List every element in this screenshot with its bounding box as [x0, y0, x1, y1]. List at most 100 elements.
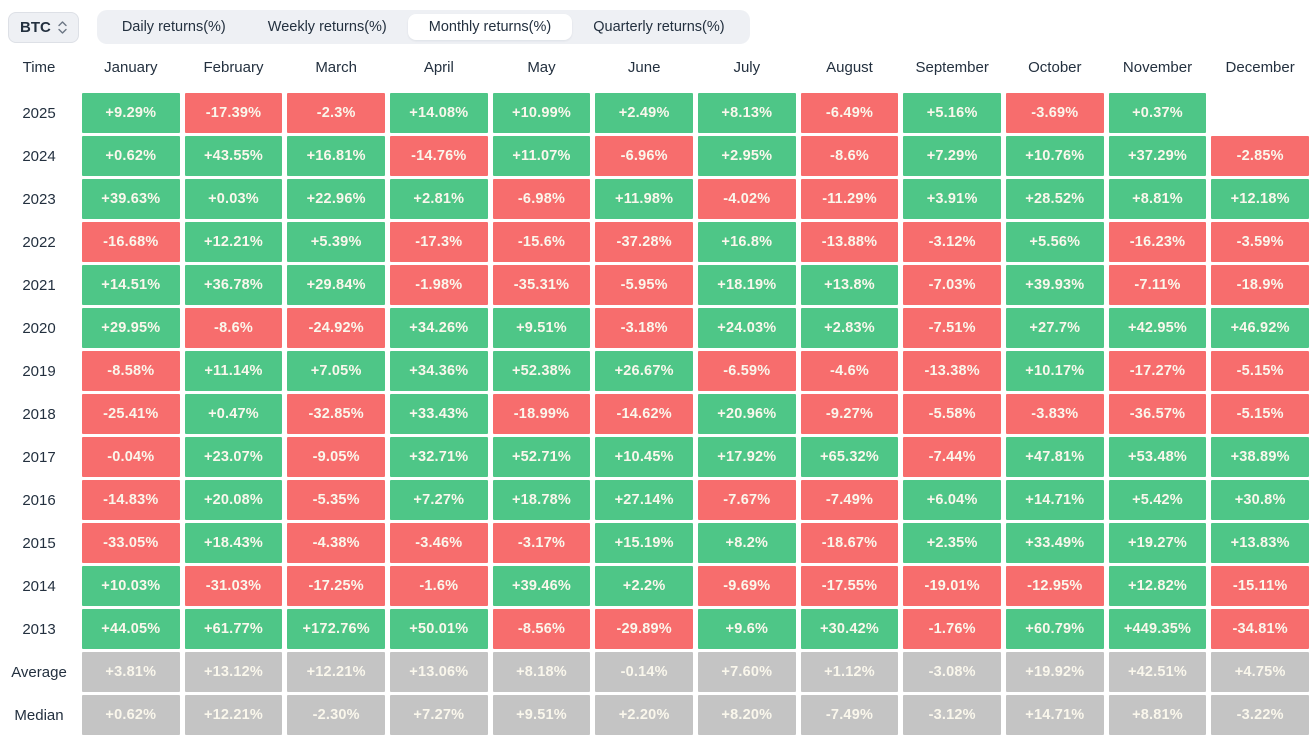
return-cell: -24.92% — [287, 308, 385, 348]
return-cell: -9.27% — [800, 394, 899, 434]
tab-quarterly-returns[interactable]: Quarterly returns(%) — [593, 18, 725, 35]
return-cell: -34.81% — [1211, 609, 1309, 649]
return-cell: -31.03% — [184, 566, 283, 606]
returns-grid: Time January February March April May June July… — [1, 50, 1309, 735]
return-cell: +2.2% — [595, 566, 693, 606]
return-cell: -8.56% — [492, 609, 591, 649]
return-cell: -11.29% — [800, 179, 899, 219]
return-cell: -15.11% — [1211, 566, 1309, 606]
return-cell: +34.36% — [389, 351, 488, 391]
return-cell: -19.01% — [903, 566, 1001, 606]
return-cell: +15.19% — [595, 523, 693, 563]
return-cell: +29.95% — [82, 308, 180, 348]
return-cell: +14.71% — [1005, 480, 1104, 520]
return-cell: +12.21% — [184, 695, 283, 735]
return-cell: -6.59% — [697, 351, 796, 391]
return-cell: -17.3% — [389, 222, 488, 262]
return-cell: +10.76% — [1005, 136, 1104, 176]
return-cell: -2.3% — [287, 93, 385, 133]
column-header-january: January — [104, 58, 158, 76]
return-cell: -5.15% — [1211, 394, 1309, 434]
column-header-july: July — [733, 58, 761, 76]
return-cell: -5.58% — [903, 394, 1001, 434]
tab-weekly-returns[interactable]: Weekly returns(%) — [267, 18, 387, 35]
return-cell: +7.27% — [389, 480, 488, 520]
return-cell: +8.13% — [697, 93, 796, 133]
return-cell: +20.96% — [697, 394, 796, 434]
tab-daily-returns[interactable]: Daily returns(%) — [121, 18, 226, 35]
return-cell: +39.46% — [492, 566, 591, 606]
return-cell: -9.05% — [287, 437, 385, 477]
return-cell: +19.92% — [1005, 652, 1104, 692]
return-cell: +30.42% — [800, 609, 899, 649]
row-label-median: Median — [14, 706, 64, 724]
return-cell: +39.63% — [82, 179, 180, 219]
return-cell: -5.95% — [595, 265, 693, 305]
return-cell: +18.19% — [697, 265, 796, 305]
symbol-selector-label: BTC — [20, 18, 51, 36]
return-cell: +8.81% — [1108, 179, 1207, 219]
return-cell: +42.95% — [1108, 308, 1207, 348]
return-cell: +24.03% — [697, 308, 796, 348]
return-cell: +14.51% — [82, 265, 180, 305]
return-cell: +34.26% — [389, 308, 488, 348]
return-cell: -4.6% — [800, 351, 899, 391]
return-cell: +0.47% — [184, 394, 283, 434]
return-cell: +8.2% — [697, 523, 796, 563]
return-cell: -7.67% — [697, 480, 796, 520]
row-label-2013: 2013 — [22, 620, 56, 638]
return-cell: +26.67% — [595, 351, 693, 391]
return-cell: -3.12% — [903, 222, 1001, 262]
return-cell: +27.7% — [1005, 308, 1104, 348]
return-cell: +12.21% — [184, 222, 283, 262]
return-cell: +11.14% — [184, 351, 283, 391]
row-label-2025: 2025 — [22, 104, 56, 122]
return-cell: +7.29% — [903, 136, 1001, 176]
return-cell: -7.11% — [1108, 265, 1207, 305]
return-cell: -8.6% — [184, 308, 283, 348]
return-cell: +33.43% — [389, 394, 488, 434]
return-cell: -15.6% — [492, 222, 591, 262]
return-cell: +42.51% — [1108, 652, 1207, 692]
return-cell: +65.32% — [800, 437, 899, 477]
return-cell: -4.38% — [287, 523, 385, 563]
return-cell: +0.03% — [184, 179, 283, 219]
return-cell: +23.07% — [184, 437, 283, 477]
return-cell: +44.05% — [82, 609, 180, 649]
return-cell: -3.08% — [903, 652, 1001, 692]
return-cell: +7.05% — [287, 351, 385, 391]
return-cell: -16.23% — [1108, 222, 1207, 262]
return-cell: +0.37% — [1108, 93, 1207, 133]
return-cell: -3.22% — [1211, 695, 1309, 735]
return-cell: -3.59% — [1211, 222, 1309, 262]
tab-monthly-returns[interactable]: Monthly returns(%) — [407, 13, 573, 41]
return-cell: -33.05% — [82, 523, 180, 563]
return-cell: -17.25% — [287, 566, 385, 606]
return-cell: -3.17% — [492, 523, 591, 563]
return-cell: +46.92% — [1211, 308, 1309, 348]
return-cell: +5.56% — [1005, 222, 1104, 262]
return-cell: -18.67% — [800, 523, 899, 563]
return-cell: +2.95% — [697, 136, 796, 176]
return-cell: +2.83% — [800, 308, 899, 348]
return-cell: +12.82% — [1108, 566, 1207, 606]
return-cell: +2.20% — [595, 695, 693, 735]
return-cell: -0.14% — [595, 652, 693, 692]
column-header-november: November — [1122, 58, 1193, 76]
return-cell: +13.06% — [389, 652, 488, 692]
return-cell: +5.39% — [287, 222, 385, 262]
return-cell: +30.8% — [1211, 480, 1309, 520]
return-cell: +7.27% — [389, 695, 488, 735]
row-label-2015: 2015 — [22, 534, 56, 552]
return-cell: -13.88% — [800, 222, 899, 262]
return-cell: +3.91% — [903, 179, 1001, 219]
return-cell: -2.85% — [1211, 136, 1309, 176]
return-cell: +5.42% — [1108, 480, 1207, 520]
return-cell: +18.43% — [184, 523, 283, 563]
row-label-2016: 2016 — [22, 491, 56, 509]
return-cell: -17.39% — [184, 93, 283, 133]
updown-chevron-icon — [58, 20, 67, 34]
column-header-august: August — [826, 58, 873, 76]
return-cell: -12.95% — [1005, 566, 1104, 606]
symbol-selector[interactable]: BTC — [8, 11, 79, 43]
